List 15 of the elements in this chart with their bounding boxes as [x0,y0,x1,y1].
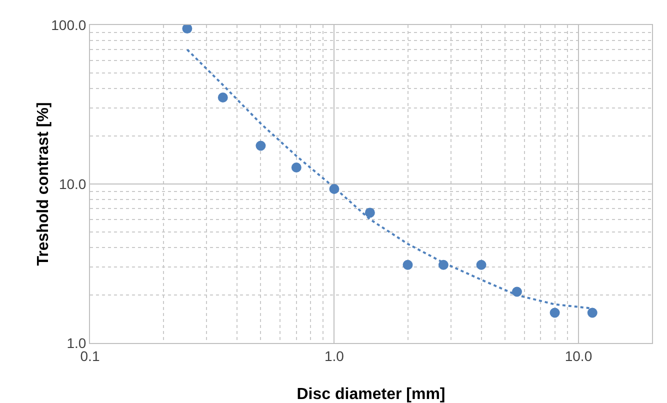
point [218,92,228,102]
point [364,208,375,218]
point [291,162,302,172]
point [182,25,192,34]
x-axis-title: Disc diameter [mm] [296,386,446,403]
point [550,308,560,318]
x-tick-label: 10.0 [564,348,592,364]
point [587,308,598,318]
y-axis-title: Treshold contrast [%] [35,102,52,266]
point [256,140,266,151]
y-tick-label: 10.0 [58,176,86,192]
x-tick-label: 1.0 [324,348,344,364]
point [402,260,413,270]
point [476,260,486,270]
y-tick-label: 100.0 [51,16,86,33]
